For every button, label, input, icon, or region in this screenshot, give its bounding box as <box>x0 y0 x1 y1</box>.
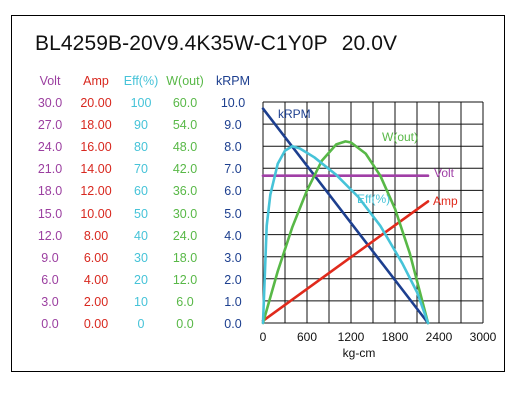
x-tick-label: 0 <box>260 330 267 344</box>
curve-label-amp: Amp <box>433 194 458 208</box>
series-line-amp <box>261 200 430 323</box>
scale-value-amp: 6.00 <box>83 250 109 265</box>
scale-value-krpm: 7.0 <box>224 162 242 177</box>
scale-value-amp: 16.00 <box>80 140 112 155</box>
x-tick-label: 1800 <box>382 330 409 344</box>
series-line-w-out <box>261 140 430 325</box>
scale-value-krpm: 3.0 <box>224 250 242 265</box>
scale-value-krpm: 2.0 <box>224 272 242 287</box>
scale-value-wout: 12.0 <box>172 272 198 287</box>
rated-voltage: 20.0V <box>341 32 398 55</box>
scale-header-volt: Volt <box>39 74 61 88</box>
scale-value-amp: 12.00 <box>80 184 112 199</box>
scale-value-eff: 0 <box>137 317 145 331</box>
x-tick-label: 2400 <box>426 330 453 344</box>
scale-header-amp: Amp <box>83 74 109 88</box>
scale-header-krpm: kRPM <box>215 74 251 88</box>
scale-value-volt: 3.0 <box>41 294 59 309</box>
scale-value-eff: 10 <box>134 294 148 309</box>
scale-header-eff: Eff(%) <box>123 74 159 88</box>
scale-value-wout: 6.0 <box>176 294 194 309</box>
curve-label-krpm: kRPM <box>278 107 311 121</box>
motor-model: BL4259B-20V9.4K35W-C1Y0P <box>35 32 328 55</box>
scale-value-krpm: 1.0 <box>224 294 242 309</box>
scale-value-wout: 30.0 <box>172 206 198 221</box>
scale-value-eff: 20 <box>134 272 148 287</box>
x-tick-label: 600 <box>297 330 317 344</box>
scale-value-eff: 50 <box>134 206 148 221</box>
scale-value-amp: 14.00 <box>80 162 112 177</box>
x-tick-label: 3000 <box>470 330 497 344</box>
scale-value-wout: 36.0 <box>172 184 198 199</box>
scale-value-amp: 10.00 <box>80 206 112 221</box>
scale-value-volt: 27.0 <box>37 118 63 133</box>
scale-value-volt: 0.0 <box>41 317 59 331</box>
scale-value-volt: 30.0 <box>37 96 63 110</box>
scale-value-wout: 60.0 <box>172 96 198 110</box>
scale-value-volt: 15.0 <box>37 206 63 221</box>
scale-value-amp: 20.00 <box>80 96 112 110</box>
scale-value-wout: 48.0 <box>172 140 198 155</box>
curve-label-eff: Eff(%) <box>357 192 390 206</box>
series-line-eff <box>261 144 430 325</box>
scale-value-amp: 18.00 <box>80 118 112 133</box>
scale-value-amp: 8.00 <box>83 228 109 243</box>
scale-value-krpm: 8.0 <box>224 140 242 155</box>
scale-value-eff: 90 <box>134 118 148 133</box>
scale-value-eff: 60 <box>134 184 148 199</box>
scale-value-krpm: 10.0 <box>220 96 246 110</box>
scale-value-amp: 0.00 <box>83 317 109 331</box>
curve-label-volt: Volt <box>434 166 455 180</box>
scale-value-volt: 6.0 <box>41 272 59 287</box>
scale-value-krpm: 0.0 <box>224 317 242 331</box>
scale-value-krpm: 5.0 <box>224 206 242 221</box>
scale-value-krpm: 4.0 <box>224 228 242 243</box>
scale-value-amp: 4.00 <box>83 272 109 287</box>
chart-frame <box>11 15 505 372</box>
scale-value-volt: 24.0 <box>37 140 63 155</box>
scale-value-wout: 54.0 <box>172 118 198 133</box>
scale-value-krpm: 6.0 <box>224 184 242 199</box>
scale-value-wout: 0.0 <box>176 317 194 331</box>
scale-value-wout: 42.0 <box>172 162 198 177</box>
curve-label-w-out: W(out) <box>382 130 418 144</box>
scale-value-volt: 9.0 <box>41 250 59 265</box>
scale-value-volt: 18.0 <box>37 184 63 199</box>
scale-value-eff: 40 <box>134 228 148 243</box>
scale-value-volt: 21.0 <box>37 162 63 177</box>
scale-value-krpm: 9.0 <box>224 118 242 133</box>
scale-value-eff: 100 <box>130 96 152 110</box>
scale-header-wout: W(out) <box>166 74 204 88</box>
chart-title: BL4259B-20V9.4K35W-C1Y0P 20.0V <box>35 32 411 56</box>
x-tick-label: 1200 <box>338 330 365 344</box>
scale-value-volt: 12.0 <box>37 228 63 243</box>
scale-value-wout: 24.0 <box>172 228 198 243</box>
scale-value-eff: 80 <box>134 140 148 155</box>
scale-value-eff: 30 <box>134 250 148 265</box>
x-axis-label: kg-cm <box>343 346 376 360</box>
scale-value-eff: 70 <box>134 162 148 177</box>
scale-value-amp: 2.00 <box>83 294 109 309</box>
series-line-krpm <box>261 107 430 325</box>
scale-value-wout: 18.0 <box>172 250 198 265</box>
